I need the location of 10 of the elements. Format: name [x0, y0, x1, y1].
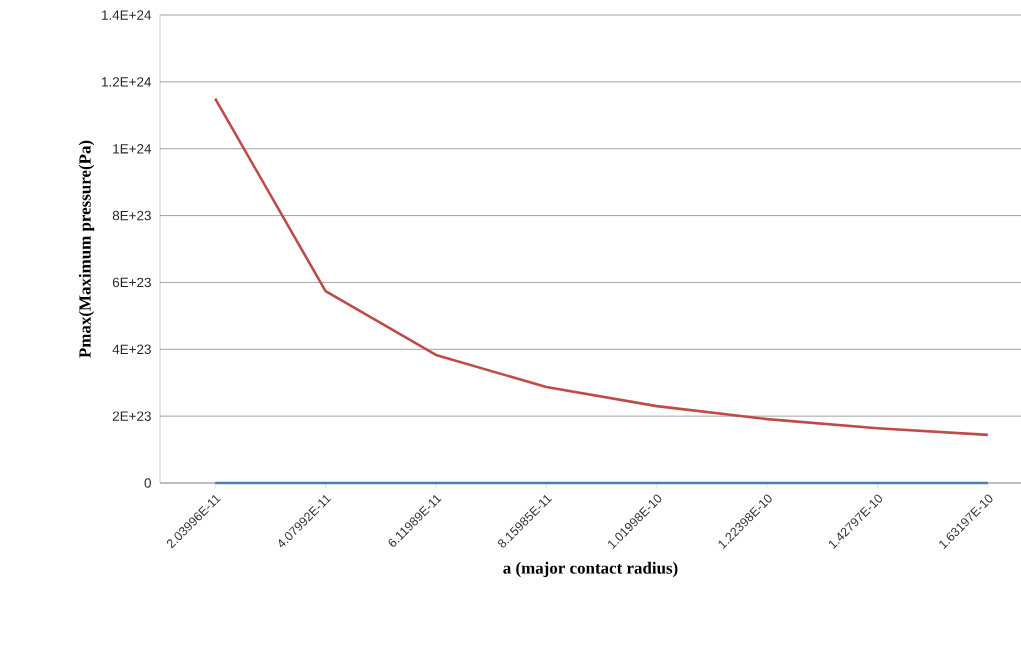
- y-tick-label: 6E+23: [112, 277, 151, 288]
- y-tick-label: 4E+23: [112, 344, 151, 355]
- y-axis-title: Pmax(Maximum pressure(Pa): [78, 140, 95, 358]
- x-axis-title: a (major contact radius): [503, 561, 678, 578]
- y-tick-label: 1.2E+24: [102, 77, 152, 87]
- y-tick-label: 1E+24: [113, 144, 152, 154]
- y-tick-label: 1.4E+24: [102, 10, 152, 20]
- y-tick-label: 0: [144, 478, 151, 488]
- y-tick-label: 8E+23: [112, 210, 151, 221]
- y-tick-label: 2E+23: [112, 411, 151, 421]
